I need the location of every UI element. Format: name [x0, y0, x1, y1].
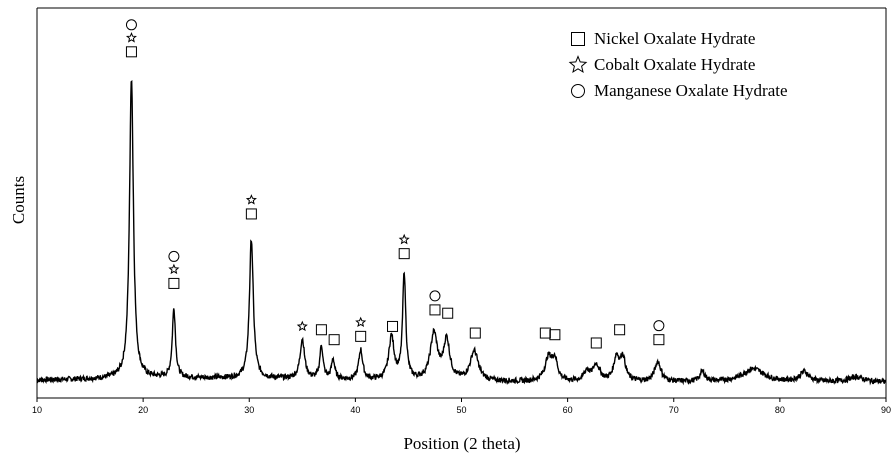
peak-annotation	[125, 19, 137, 58]
peak-annotation	[653, 320, 665, 346]
y-axis-label: Counts	[9, 176, 28, 224]
square-marker-icon	[590, 337, 602, 349]
square-marker-icon	[549, 329, 561, 341]
square-marker-icon	[442, 307, 454, 319]
circle-marker-icon	[168, 250, 180, 262]
x-tick-label: 50	[456, 405, 466, 415]
legend-label: Manganese Oxalate Hydrate	[594, 81, 788, 100]
x-axis-label: Position (2 theta)	[403, 434, 520, 453]
peak-annotation	[590, 337, 602, 349]
square-marker-icon	[355, 330, 367, 342]
peak-annotation	[168, 250, 180, 289]
circle-marker-icon	[429, 290, 441, 302]
peak-annotation	[315, 324, 327, 336]
star-marker-icon	[568, 55, 588, 73]
legend-item: Nickel Oxalate Hydrate	[571, 29, 755, 48]
plot-area	[36, 79, 887, 386]
star-marker-icon	[125, 31, 137, 43]
x-tick-label: 10	[32, 405, 42, 415]
peak-annotation	[328, 334, 340, 346]
square-marker-icon	[245, 208, 257, 220]
axes: 10 20 30 40 50 60 70 80 90	[32, 7, 891, 415]
square-marker-icon	[398, 248, 410, 260]
legend-item: Manganese Oxalate Hydrate	[571, 81, 788, 100]
x-tick-label: 80	[775, 405, 785, 415]
peak-annotation	[614, 324, 626, 336]
peak-annotation	[387, 320, 399, 332]
square-marker-icon	[653, 334, 665, 346]
x-tick-label: 70	[669, 405, 679, 415]
star-marker-icon	[355, 316, 367, 328]
circle-marker-icon	[125, 19, 137, 31]
peak-annotation	[398, 233, 410, 260]
legend-label: Nickel Oxalate Hydrate	[594, 29, 755, 48]
square-marker-icon	[614, 324, 626, 336]
star-marker-icon	[168, 263, 180, 275]
peak-annotation	[549, 329, 561, 341]
star-marker-icon	[296, 320, 308, 332]
peak-annotation	[245, 194, 257, 220]
square-marker-icon	[125, 46, 137, 58]
peak-annotation	[469, 327, 481, 339]
square-marker-icon	[168, 277, 180, 289]
circle-marker-icon	[571, 84, 585, 98]
x-tick-label: 60	[563, 405, 573, 415]
xrd-pattern-line	[36, 79, 887, 386]
star-marker-icon	[398, 233, 410, 245]
circle-marker-icon	[653, 320, 665, 332]
legend-label: Cobalt Oxalate Hydrate	[594, 55, 755, 74]
x-tick-label: 40	[350, 405, 360, 415]
legend-item: Cobalt Oxalate Hydrate	[568, 55, 755, 74]
peak-annotation	[539, 327, 551, 339]
square-marker-icon	[539, 327, 551, 339]
peak-annotation	[296, 320, 308, 332]
square-marker-icon	[387, 320, 399, 332]
square-marker-icon	[571, 32, 585, 46]
square-marker-icon	[469, 327, 481, 339]
star-marker-icon	[245, 194, 257, 205]
square-marker-icon	[429, 304, 441, 316]
x-tick-label: 90	[881, 405, 891, 415]
square-marker-icon	[328, 334, 340, 346]
peak-annotations	[125, 19, 665, 349]
legend: Nickel Oxalate Hydrate Cobalt Oxalate Hyd…	[568, 29, 788, 100]
peak-annotation	[355, 316, 367, 342]
peak-annotation	[429, 290, 441, 316]
x-tick-label: 20	[138, 405, 148, 415]
peak-annotation	[442, 307, 454, 319]
square-marker-icon	[315, 324, 327, 336]
x-tick-label: 30	[244, 405, 254, 415]
